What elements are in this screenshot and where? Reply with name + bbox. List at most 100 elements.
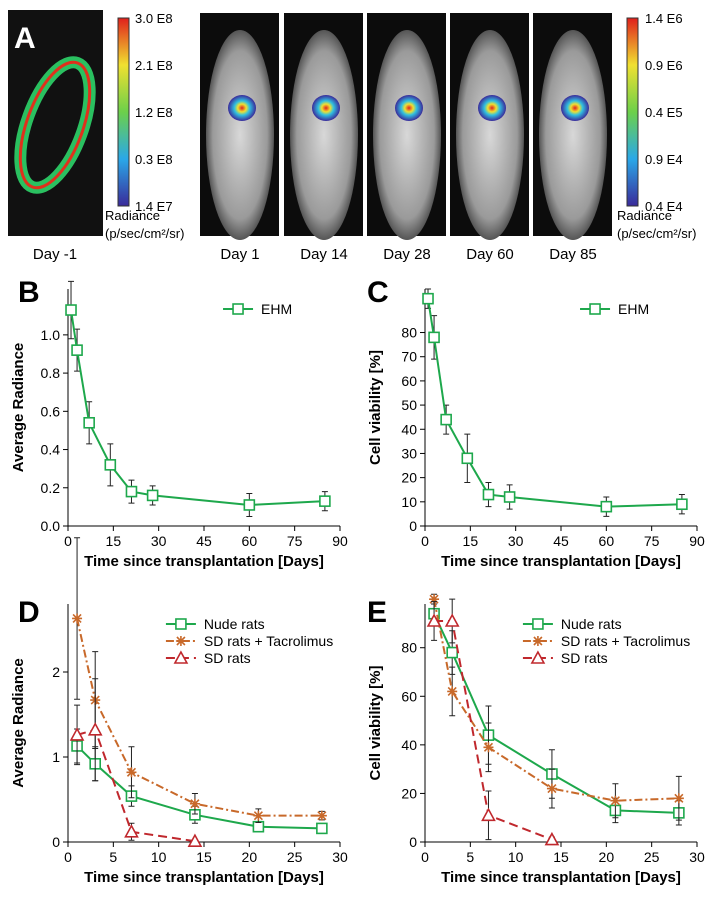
marker <box>72 613 83 624</box>
unit-title: Radiance <box>105 208 160 223</box>
x-axis-label: Time since transplantation [Days] <box>84 553 324 570</box>
marker <box>610 795 621 806</box>
y-tick-label: 30 <box>401 445 417 461</box>
colorbar-label: 2.1 E8 <box>135 58 173 73</box>
panel-label: E <box>367 596 387 629</box>
marker <box>481 807 496 822</box>
y-tick-label: 0.6 <box>41 403 61 419</box>
marker <box>428 331 440 344</box>
marker <box>676 498 688 511</box>
marker <box>146 489 159 502</box>
x-tick-label: 20 <box>242 849 258 865</box>
y-tick-label: 80 <box>401 640 417 656</box>
day-label: Day 28 <box>383 246 431 263</box>
legend-marker <box>532 618 544 630</box>
marker <box>243 499 256 511</box>
legend-label: Nude rats <box>561 616 622 632</box>
x-tick-label: 15 <box>553 849 569 865</box>
legend-label: SD rats + Tacrolimus <box>204 633 333 649</box>
y-tick-label: 0.4 <box>41 442 61 458</box>
colorbar-label: 1.4 E6 <box>645 11 683 26</box>
day-label: Day 1 <box>220 246 259 263</box>
rat-body <box>206 30 274 240</box>
marker <box>422 292 434 305</box>
x-tick-label: 25 <box>287 849 303 865</box>
marker <box>429 594 440 605</box>
y-tick-label: 1 <box>52 749 60 765</box>
y-tick-label: 1.0 <box>41 327 61 343</box>
legend-marker <box>232 303 244 315</box>
series-line <box>433 613 679 814</box>
legend-label: SD rats <box>204 650 251 666</box>
marker <box>316 822 328 835</box>
marker <box>104 459 117 471</box>
x-tick-label: 5 <box>109 849 117 865</box>
y-tick-label: 0.0 <box>41 518 61 534</box>
x-axis-label: Time since transplantation [Days] <box>441 553 681 570</box>
legend-label: EHM <box>261 301 292 317</box>
x-tick-label: 0 <box>64 849 72 865</box>
marker <box>253 810 264 821</box>
signal <box>561 95 589 121</box>
series-line <box>434 620 553 841</box>
marker <box>482 488 495 501</box>
marker <box>126 767 137 778</box>
y-tick-label: 0 <box>409 834 417 850</box>
marker <box>189 798 200 809</box>
marker <box>546 783 557 794</box>
x-tick-label: 0 <box>64 533 72 549</box>
y-tick-label: 20 <box>401 785 417 801</box>
marker <box>440 413 452 426</box>
day-label: Day 60 <box>466 246 514 263</box>
x-tick-label: 25 <box>644 849 660 865</box>
y-tick-label: 0.8 <box>41 365 61 381</box>
marker <box>483 742 494 753</box>
y-tick-label: 10 <box>401 494 417 510</box>
series-line <box>427 298 682 508</box>
x-tick-label: 45 <box>553 533 569 549</box>
x-tick-label: 20 <box>599 849 615 865</box>
marker <box>461 452 474 465</box>
x-tick-label: 90 <box>689 533 705 549</box>
x-tick-label: 45 <box>196 533 212 549</box>
colorbar-label: 0.4 E5 <box>645 105 683 120</box>
x-tick-label: 30 <box>332 849 348 865</box>
y-axis-label: Cell viability [%] <box>367 665 384 780</box>
marker <box>426 613 442 627</box>
marker <box>319 495 331 507</box>
panel-label: D <box>18 596 40 629</box>
panel-label: C <box>367 276 389 309</box>
x-tick-label: 15 <box>463 533 479 549</box>
y-axis-label: Cell viability [%] <box>367 350 384 465</box>
panel-a: A <box>8 10 639 240</box>
colorbar-label: 1.2 E8 <box>135 105 173 120</box>
x-axis-label: Time since transplantation [Days] <box>441 869 681 886</box>
colorbar-label: 0.4 E4 <box>645 199 683 214</box>
series-line <box>76 618 322 817</box>
marker <box>187 833 203 847</box>
rat-body <box>456 30 524 240</box>
x-tick-label: 30 <box>689 849 705 865</box>
colorbar <box>626 17 639 207</box>
x-tick-label: 30 <box>151 533 167 549</box>
signal <box>228 95 256 121</box>
x-tick-label: 60 <box>599 533 615 549</box>
signal <box>312 95 340 121</box>
x-tick-label: 10 <box>151 849 167 865</box>
day-label: Day 14 <box>300 246 348 263</box>
marker <box>65 304 77 316</box>
ring-core <box>18 60 92 190</box>
marker <box>600 500 613 513</box>
colorbar-label: 1.4 E7 <box>135 199 173 214</box>
x-tick-label: 75 <box>644 533 660 549</box>
x-tick-label: 0 <box>421 849 429 865</box>
x-tick-label: 90 <box>332 533 348 549</box>
legend-marker <box>532 636 543 646</box>
marker <box>444 613 460 627</box>
y-tick-label: 70 <box>401 349 417 365</box>
colorbar-label: 0.9 E4 <box>645 152 683 167</box>
legend-label: EHM <box>618 301 649 317</box>
series-line <box>70 309 325 506</box>
x-tick-label: 15 <box>106 533 122 549</box>
